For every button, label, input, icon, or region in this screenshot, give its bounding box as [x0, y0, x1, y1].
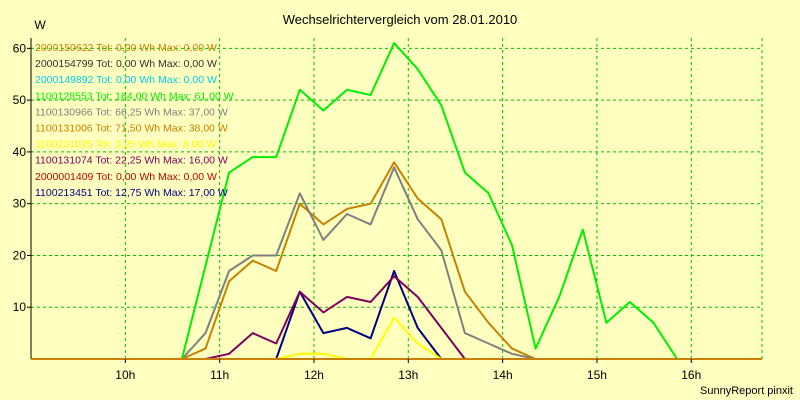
series-layer: [31, 42, 762, 360]
legend: 2000150622 Tot: 0,00 Wh Max: 0,00 W 20001…: [35, 42, 234, 199]
x-tick-label: 13h: [398, 368, 418, 382]
y-tick-label: 50: [13, 93, 27, 107]
x-tick-label: 12h: [304, 368, 324, 382]
series-line: [31, 42, 762, 360]
y-tick-label: 30: [13, 197, 27, 211]
series-line: [31, 166, 762, 360]
x-tick-label: 15h: [587, 368, 607, 382]
legend-entry: 2000154799 Tot: 0,00 Wh Max: 0,00 W: [35, 58, 217, 70]
x-tick-label: 14h: [493, 368, 513, 382]
legend-entry: 1100130966 Tot: 66,25 Wh Max: 37,00 W: [35, 106, 228, 118]
y-tick-label: 60: [13, 41, 27, 55]
series-line: [275, 270, 443, 360]
legend-entry: 2000150622 Tot: 0,00 Wh Max: 0,00 W: [35, 42, 217, 54]
y-tick-label: 20: [13, 248, 27, 262]
legend-entry: 1100131025 Tot: 3,25 Wh Max: 8,00 W: [35, 139, 216, 151]
legend-entry: 2000149892 Tot: 0,00 Wh Max: 0,00 W: [35, 74, 217, 86]
footer-credit: SunnyReport pinxit: [700, 385, 793, 397]
x-tick-label: 16h: [681, 368, 701, 382]
legend-entry: 1100131074 Tot: 22,25 Wh Max: 16,00 W: [35, 155, 228, 167]
series-line: [31, 275, 762, 360]
chart-title: Wechselrichtervergleich vom 28.01.2010: [283, 12, 518, 27]
legend-entry: 2000001409 Tot: 0,00 Wh Max: 0,00 W: [35, 171, 217, 183]
y-tick-label: 40: [13, 145, 27, 159]
legend-entry: 1100131006 Tot: 71,50 Wh Max: 38,00 W: [35, 123, 228, 135]
legend-entry: 1100213451 Tot: 12,75 Wh Max: 17,00 W: [35, 187, 228, 199]
x-tick-label: 10h: [115, 368, 135, 382]
y-tick-label: 10: [13, 300, 27, 314]
legend-entry: 1100128553 Tot: 164,00 Wh Max: 61,00 W: [35, 90, 234, 102]
y-axis-label: W: [34, 18, 46, 32]
tick-layer: 10h 11h 12h 13h 14h 15h 16h 10 20 30 40 50 60: [13, 41, 702, 382]
series-line: [31, 161, 762, 360]
x-tick-label: 11h: [210, 368, 229, 382]
